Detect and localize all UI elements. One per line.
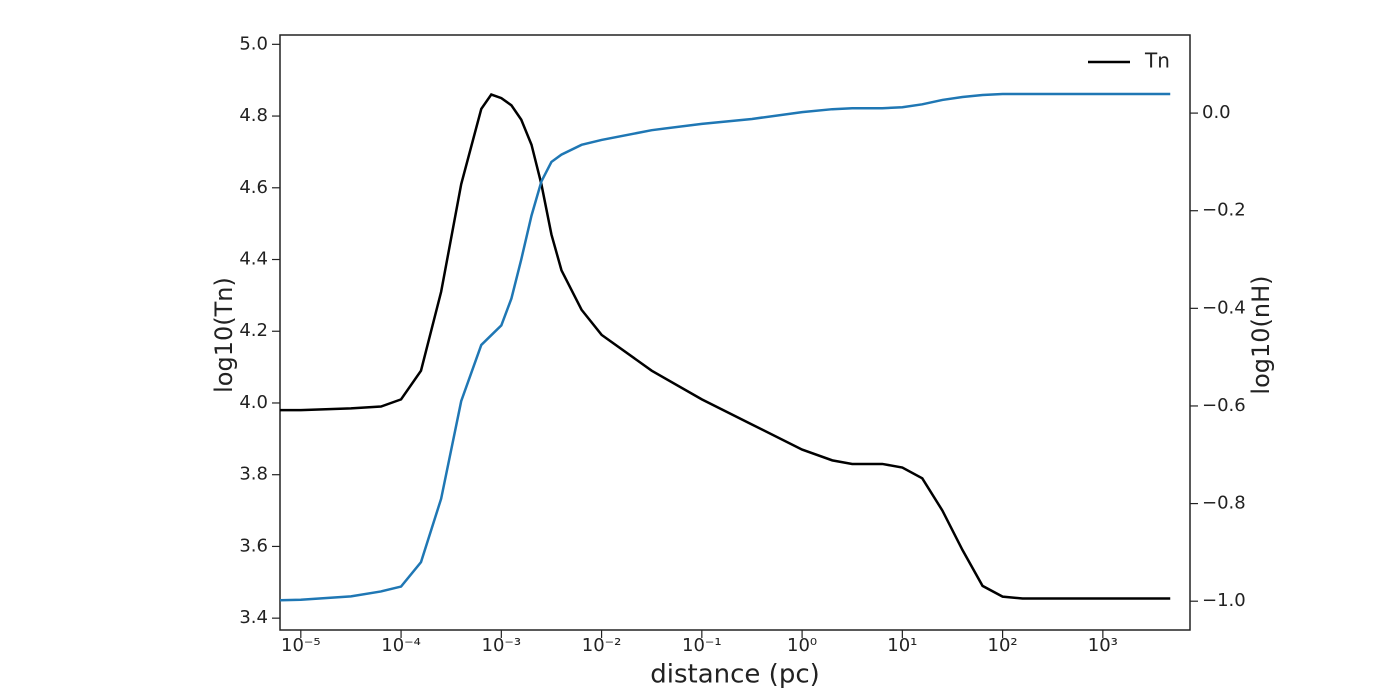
series-line: [280, 93, 1171, 600]
y2-tick-label: −0.4: [1202, 297, 1246, 318]
y-tick-label: 3.4: [239, 607, 268, 628]
y-tick-label: 3.8: [239, 464, 268, 485]
y-axis-label: log10(Tn): [210, 277, 238, 393]
y2-tick-label: 0.0: [1202, 102, 1231, 123]
x-tick-label: 10⁻¹: [682, 635, 722, 656]
x-tick-label: 10¹: [887, 635, 917, 656]
y-tick-label: 4.0: [239, 392, 268, 413]
series-line: [279, 92, 1171, 602]
y2-tick-label: −0.6: [1202, 395, 1246, 416]
legend-label: Tn: [1144, 49, 1170, 73]
y-tick-label: 4.4: [239, 249, 268, 270]
x-tick-label: 10⁻²: [582, 635, 622, 656]
x-tick-label: 10⁻⁴: [381, 635, 421, 656]
x-tick-label: 10²: [988, 635, 1018, 656]
y-tick-label: 3.6: [239, 535, 268, 556]
x-axis-label: distance (pc): [650, 660, 820, 690]
y-tick-label: 4.8: [239, 105, 268, 126]
y-tick-label: 4.2: [239, 320, 268, 341]
y2-tick-label: −0.8: [1202, 493, 1246, 514]
x-tick-label: 10³: [1088, 635, 1118, 656]
plot-frame: [279, 34, 1191, 631]
y2-tick-label: −1.0: [1202, 590, 1246, 611]
x-tick-label: 10⁰: [787, 635, 817, 656]
y2-axis-label: log10(nH): [1247, 275, 1275, 394]
y-tick-label: 4.6: [239, 177, 268, 198]
x-tick-label: 10⁻⁵: [281, 635, 321, 656]
y-tick-label: 5.0: [239, 33, 268, 54]
x-tick-label: 10⁻³: [482, 635, 522, 656]
y2-tick-label: −0.2: [1202, 200, 1246, 221]
